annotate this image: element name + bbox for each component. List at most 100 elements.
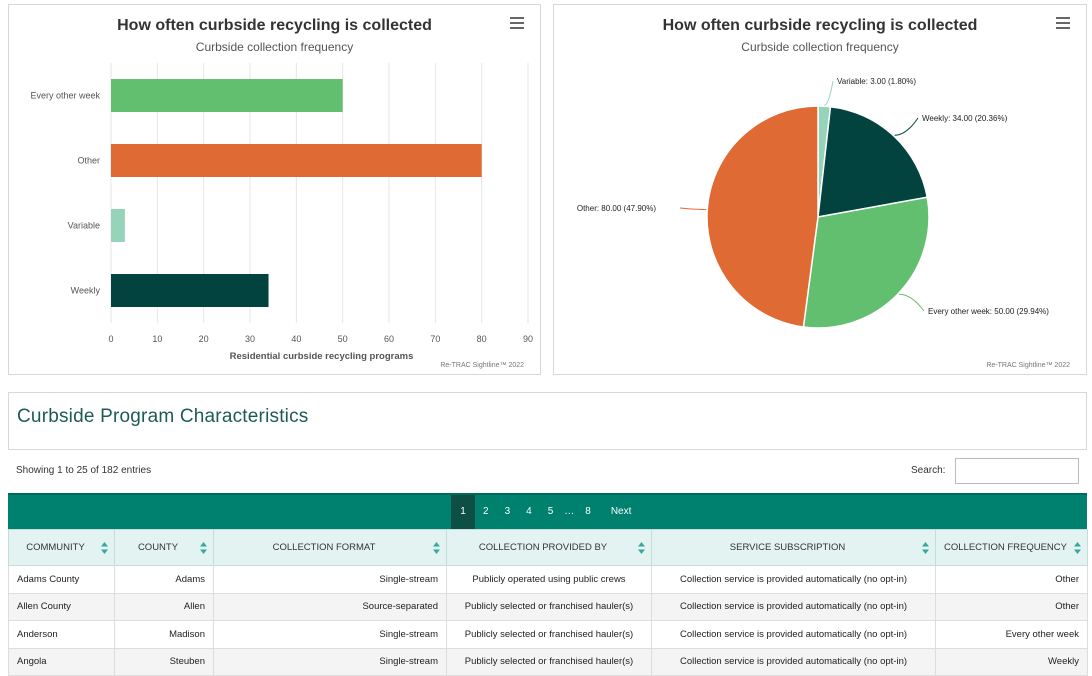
- sort-icon: [1074, 542, 1081, 554]
- pie-data-label: Variable: 3.00 (1.80%): [837, 77, 916, 86]
- sort-icon: [101, 542, 108, 554]
- pie-slice: [706, 105, 819, 328]
- page-last-button[interactable]: 8: [585, 506, 591, 517]
- page-2-button[interactable]: 2: [483, 506, 489, 517]
- pie-data-label: Weekly: 34.00 (20.36%): [922, 114, 1008, 123]
- cell-service-subscription: Collection service is provided automatic…: [651, 647, 936, 676]
- x-tick-label: 80: [477, 334, 487, 344]
- x-tick-label: 60: [384, 334, 394, 344]
- cell-collection-format: Source-separated: [213, 592, 447, 621]
- next-page-button[interactable]: Next: [610, 506, 632, 517]
- cell-collection-frequency: Every other week: [935, 620, 1088, 649]
- pie-data-label: Other: 80.00 (47.90%): [577, 204, 656, 213]
- x-tick-label: 0: [108, 334, 113, 344]
- cell-collection-frequency: Other: [935, 565, 1088, 594]
- pie-data-label: Every other week: 50.00 (29.94%): [928, 307, 1049, 316]
- x-tick-label: 40: [291, 334, 301, 344]
- cell-county: Allen: [114, 592, 214, 621]
- table-row: Anderson Madison Single-stream Publicly …: [8, 620, 1088, 649]
- bar: [111, 79, 343, 112]
- cell-collection-format: Single-stream: [213, 620, 447, 649]
- page-3-button[interactable]: 3: [504, 506, 511, 517]
- pie-chart-subtitle: Curbside collection frequency: [741, 40, 899, 54]
- cell-county: Steuben: [114, 647, 214, 676]
- pie-connector: [824, 80, 834, 106]
- bar-chart-plot: 0 10 20 30 40 50 60 70 80 90 Every other week Other…: [30, 63, 533, 362]
- cell-collection-provided-by: Publicly selected or franchised hauler(s…: [446, 592, 652, 621]
- cell-collection-provided-by: Publicly selected or franchised hauler(s…: [446, 647, 652, 676]
- search-input[interactable]: [955, 458, 1079, 484]
- column-header-label: COLLECTION PROVIDED BY: [478, 542, 608, 553]
- data-table: COMMUNITY COUNTY COLLECTION FORMAT COLLE…: [8, 529, 1088, 676]
- column-header-service-subscription[interactable]: SERVICE SUBSCRIPTION: [651, 529, 936, 566]
- table-row: Allen County Allen Source-separated Publ…: [8, 592, 1088, 621]
- bar-chart-panel: How often curbside recycling is collecte…: [8, 4, 541, 375]
- cell-community: Allen County: [8, 592, 115, 621]
- column-header-county[interactable]: COUNTY: [114, 529, 214, 566]
- pie-connector: [679, 207, 707, 211]
- x-tick-label: 20: [199, 334, 209, 344]
- table-header-row: COMMUNITY COUNTY COLLECTION FORMAT COLLE…: [8, 529, 1088, 566]
- page-5-button[interactable]: 5: [547, 506, 554, 517]
- column-header-label: COLLECTION FREQUENCY: [944, 542, 1067, 553]
- bar: [111, 274, 269, 307]
- cell-service-subscription: Collection service is provided automatic…: [651, 620, 936, 649]
- bar-chart-credit: Re-TRAC Sightline™ 2022: [440, 362, 524, 369]
- cell-community: Adams County: [8, 565, 115, 594]
- pie-chart-panel: How often curbside recycling is collecte…: [553, 4, 1087, 375]
- search-label: Search:: [911, 465, 946, 476]
- cell-service-subscription: Collection service is provided automatic…: [651, 565, 936, 594]
- column-header-collection-provided-by[interactable]: COLLECTION PROVIDED BY: [446, 529, 652, 566]
- table-row: Angola Steuben Single-stream Publicly se…: [8, 647, 1088, 676]
- cell-collection-provided-by: Publicly operated using public crews: [446, 565, 652, 594]
- page-1-button[interactable]: 1: [451, 495, 475, 529]
- cell-county: Madison: [114, 620, 214, 649]
- y-category-label: Other: [77, 156, 100, 166]
- pie-chart-plot: Variable: 3.00 (1.80%) Weekly: 34.00 (20.…: [577, 77, 1049, 329]
- pagination-bar: 1 2 3 4 5 … 8 Next: [8, 493, 1087, 529]
- chart-menu-icon[interactable]: [510, 17, 524, 29]
- column-header-label: SERVICE SUBSCRIPTION: [729, 542, 846, 553]
- column-header-label: COLLECTION FORMAT: [272, 542, 376, 553]
- bar-chart-subtitle: Curbside collection frequency: [195, 40, 354, 54]
- cell-community: Angola: [8, 647, 115, 676]
- pagination-ellipsis: …: [564, 506, 575, 517]
- x-axis-title: Residential curbside recycling programs: [230, 351, 414, 362]
- bar: [111, 209, 125, 242]
- pie-slice: [817, 105, 929, 218]
- pie-connector: [894, 117, 919, 136]
- cell-collection-provided-by: Publicly selected or franchised hauler(s…: [446, 620, 652, 649]
- x-tick-label: 90: [523, 334, 533, 344]
- bar-chart-title: How often curbside recycling is collecte…: [117, 17, 432, 34]
- pie-chart-credit: Re-TRAC Sightline™ 2022: [986, 362, 1070, 369]
- table-row: Adams County Adams Single-stream Publicl…: [8, 565, 1088, 594]
- cell-collection-frequency: Weekly: [935, 647, 1088, 676]
- cell-collection-format: Single-stream: [213, 647, 447, 676]
- cell-county: Adams: [114, 565, 214, 594]
- cell-collection-frequency: Other: [935, 592, 1088, 621]
- pie-slice: [802, 196, 930, 329]
- cell-service-subscription: Collection service is provided automatic…: [651, 592, 936, 621]
- x-tick-label: 30: [245, 334, 255, 344]
- page-4-button[interactable]: 4: [526, 506, 532, 517]
- y-category-label: Every other week: [30, 91, 100, 101]
- chart-menu-icon[interactable]: [1056, 17, 1070, 29]
- sort-icon: [922, 542, 929, 554]
- y-category-label: Variable: [68, 221, 100, 231]
- sort-icon: [200, 542, 207, 554]
- section-title: Curbside Program Characteristics: [17, 406, 309, 427]
- x-tick-label: 70: [430, 334, 440, 344]
- sort-icon: [638, 542, 645, 554]
- x-tick-label: 10: [152, 334, 162, 344]
- column-header-label: COMMUNITY: [26, 542, 85, 553]
- bar: [111, 144, 482, 177]
- column-header-collection-frequency[interactable]: COLLECTION FREQUENCY: [935, 529, 1088, 566]
- cell-community: Anderson: [8, 620, 115, 649]
- column-header-label: COUNTY: [137, 542, 179, 553]
- section-header: Curbside Program Characteristics: [8, 392, 1087, 450]
- pie-chart-title: How often curbside recycling is collecte…: [662, 17, 978, 34]
- y-category-label: Weekly: [71, 286, 101, 296]
- column-header-community[interactable]: COMMUNITY: [8, 529, 115, 566]
- pie-connector: [899, 293, 925, 312]
- column-header-collection-format[interactable]: COLLECTION FORMAT: [213, 529, 447, 566]
